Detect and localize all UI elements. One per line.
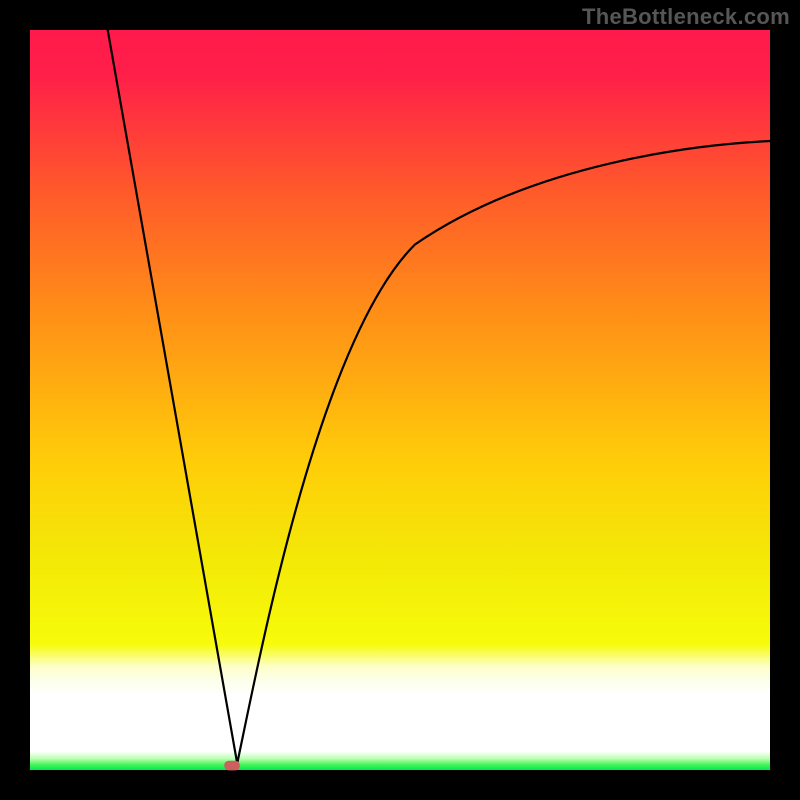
gradient-v-chart — [0, 0, 800, 800]
vertex-marker — [224, 761, 240, 771]
chart-frame: TheBottleneck.com — [0, 0, 800, 800]
plot-background — [30, 30, 770, 770]
